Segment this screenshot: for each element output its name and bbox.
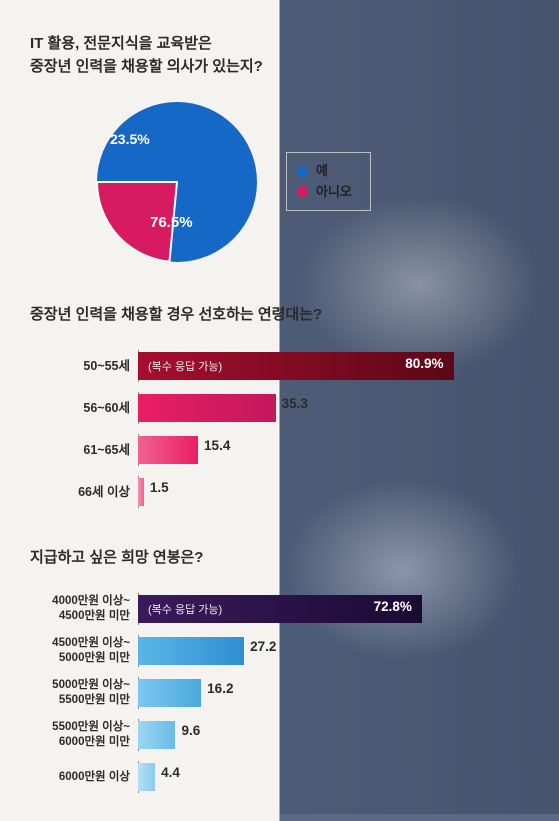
bar-row: 50~55세 (복수 응답 가능) 80.9% bbox=[30, 348, 529, 384]
bar-fill bbox=[138, 679, 201, 707]
bar-value: 80.9% bbox=[405, 356, 443, 371]
bar-fill bbox=[138, 478, 144, 506]
bar-value: 4.4 bbox=[161, 765, 180, 780]
bar-fill bbox=[138, 394, 276, 422]
bar-track: 4.4 bbox=[138, 761, 529, 793]
pie-title-line1: IT 활용, 전문지식을 교육받은 bbox=[30, 35, 212, 52]
bar-row: 61~65세 15.4 bbox=[30, 432, 529, 468]
bar-value: 27.2 bbox=[250, 639, 276, 654]
bar-value: 1.5 bbox=[150, 480, 169, 495]
age-bars: 50~55세 (복수 응답 가능) 80.9% 56~60세 35.3 61~65세 15.… bbox=[30, 348, 529, 510]
bar-track: 15.4 bbox=[138, 434, 529, 466]
bar-row: 66세 이상 1.5 bbox=[30, 474, 529, 510]
bar-category: 5000만원 이상~5500만원 미만 bbox=[30, 678, 138, 708]
bar-fill bbox=[138, 637, 244, 665]
age-title: 중장년 인력을 채용할 경우 선호하는 연령대는? bbox=[30, 303, 529, 326]
salary-title: 지급하고 싶은 희망 연봉은? bbox=[30, 546, 529, 569]
bar-category: 4500만원 이상~5000만원 미만 bbox=[30, 636, 138, 666]
pie-slice-yes-label: 76.5% bbox=[150, 214, 193, 231]
bar-row: 4000만원 이상~4500만원 미만 (복수 응답 가능) 72.8% bbox=[30, 591, 529, 627]
pie-legend: 예 아니오 bbox=[286, 152, 371, 212]
bar-fill bbox=[138, 763, 155, 791]
bar-value: 35.3 bbox=[282, 396, 308, 411]
salary-section: 지급하고 싶은 희망 연봉은? 4000만원 이상~4500만원 미만(복수 응… bbox=[30, 546, 529, 795]
bar-value: 15.4 bbox=[204, 438, 230, 453]
bar-category: 61~65세 bbox=[30, 442, 138, 458]
pie-title-line2: 중장년 인력을 채용할 의사가 있는지? bbox=[30, 58, 263, 75]
bar-track: 27.2 bbox=[138, 635, 529, 667]
bar-fill bbox=[138, 721, 175, 749]
bar-category: 4000만원 이상~4500만원 미만 bbox=[30, 594, 138, 624]
bar-category: 6000만원 이상 bbox=[30, 770, 138, 785]
age-section: 중장년 인력을 채용할 경우 선호하는 연령대는? 50~55세(복수 응답 가… bbox=[30, 303, 529, 510]
bar-category: 50~55세 bbox=[30, 358, 138, 374]
legend-item-yes: 예 bbox=[297, 161, 352, 182]
bar-row: 5000만원 이상~5500만원 미만 16.2 bbox=[30, 675, 529, 711]
bar-row: 4500만원 이상~5000만원 미만 27.2 bbox=[30, 633, 529, 669]
bar-track: 9.6 bbox=[138, 719, 529, 751]
bar-value: 9.6 bbox=[181, 723, 200, 738]
bar-row: 56~60세 35.3 bbox=[30, 390, 529, 426]
legend-dot-no bbox=[297, 186, 308, 197]
legend-dot-yes bbox=[297, 166, 308, 177]
bar-note: (복수 응답 가능) bbox=[148, 601, 222, 617]
legend-label-yes: 예 bbox=[316, 161, 328, 182]
bar-fill: (복수 응답 가능) 72.8% bbox=[138, 595, 422, 623]
bar-track: 35.3 bbox=[138, 392, 529, 424]
bar-row: 5500만원 이상~6000만원 미만 9.6 bbox=[30, 717, 529, 753]
bar-track: 1.5 bbox=[138, 476, 529, 508]
infographic-content: IT 활용, 전문지식을 교육받은 중장년 인력을 채용할 의사가 있는지? 2… bbox=[0, 0, 559, 821]
pie-chart: 23.5% 76.5% bbox=[92, 97, 262, 267]
legend-item-no: 아니오 bbox=[297, 182, 352, 203]
bar-value: 72.8% bbox=[374, 599, 412, 614]
pie-slice-no-label: 23.5% bbox=[110, 131, 150, 147]
bar-value: 16.2 bbox=[207, 681, 233, 696]
bar-track: (복수 응답 가능) 72.8% bbox=[138, 593, 529, 625]
bar-track: 16.2 bbox=[138, 677, 529, 709]
pie-section: IT 활용, 전문지식을 교육받은 중장년 인력을 채용할 의사가 있는지? 2… bbox=[30, 32, 529, 267]
legend-label-no: 아니오 bbox=[316, 182, 352, 203]
salary-bars: 4000만원 이상~4500만원 미만 (복수 응답 가능) 72.8% 4500만원… bbox=[30, 591, 529, 795]
bar-fill: (복수 응답 가능) 80.9% bbox=[138, 352, 454, 380]
pie-title: IT 활용, 전문지식을 교육받은 중장년 인력을 채용할 의사가 있는지? bbox=[30, 32, 529, 79]
bar-note: (복수 응답 가능) bbox=[148, 358, 222, 374]
bar-row: 6000만원 이상 4.4 bbox=[30, 759, 529, 795]
bar-fill bbox=[138, 436, 198, 464]
bar-track: (복수 응답 가능) 80.9% bbox=[138, 350, 529, 382]
bar-category: 56~60세 bbox=[30, 400, 138, 416]
bar-category: 66세 이상 bbox=[30, 484, 138, 500]
bar-category: 5500만원 이상~6000만원 미만 bbox=[30, 720, 138, 750]
